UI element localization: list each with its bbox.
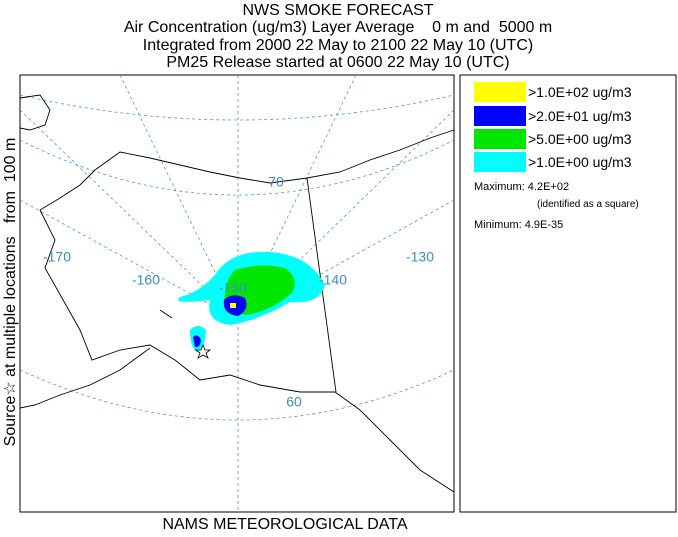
legend-swatch — [474, 152, 526, 172]
legend-label: >1.0E+00 ug/m3 — [528, 154, 632, 170]
subtitle: PM25 Release started at 0600 22 May 10 (… — [166, 54, 509, 71]
legend-label: >2.0E+01 ug/m3 — [528, 108, 632, 124]
graticule-label: 70 — [268, 174, 284, 190]
coastline — [19, 94, 455, 493]
minimum: Minimum: 4.9E-35 — [474, 219, 563, 231]
subtitle: Air Concentration (ug/m3) Layer Average … — [124, 19, 552, 36]
plume — [178, 251, 325, 359]
maximum-note: (identified as a square) — [537, 199, 639, 210]
footer: NAMS METEOROLOGICAL DATA — [162, 516, 407, 532]
graticule-label: -170 — [43, 249, 71, 265]
graticule-label: -150 — [219, 280, 247, 296]
subtitle: Integrated from 2000 22 May to 2100 22 M… — [143, 37, 533, 54]
legend-swatch — [474, 82, 526, 102]
graticule-label: -130 — [406, 249, 434, 265]
side-label: Source☆ at multiple locations from 100 m — [2, 138, 19, 447]
legend-label: >1.0E+02 ug/m3 — [528, 84, 632, 100]
legend-label: >5.0E+00 ug/m3 — [528, 131, 632, 147]
title: NWS SMOKE FORECAST — [242, 2, 433, 19]
graticule-label: 60 — [286, 394, 302, 410]
source-marker — [194, 343, 212, 359]
legend-swatch — [474, 129, 526, 149]
map: -170 -160 -150 -140 -130 70 60 — [19, 74, 455, 513]
graticule-label: -140 — [319, 272, 347, 288]
graticule-label: -160 — [132, 272, 160, 288]
maximum: Maximum: 4.2E+02 — [474, 181, 569, 193]
legend-swatch — [474, 106, 526, 126]
